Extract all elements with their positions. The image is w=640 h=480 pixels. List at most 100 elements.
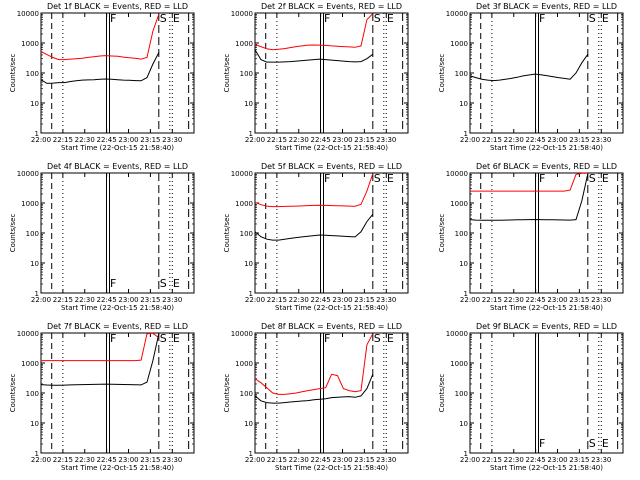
x-axis-label: Start Time (22-Oct-15 21:58:40) (275, 304, 388, 312)
marker-s: S (160, 12, 167, 25)
x-tick-label: 22:45 (97, 136, 117, 144)
plot-frame (469, 332, 624, 454)
y-tick-label: 1000 (235, 40, 253, 48)
x-tick-label: 23:15 (354, 296, 374, 304)
events-series-line (469, 54, 589, 82)
x-tick-label: 22:45 (311, 296, 331, 304)
lld-series-line (40, 14, 160, 61)
x-axis-label: Start Time (22-Oct-15 21:58:40) (61, 144, 174, 152)
panel-det-6: Det 6f BLACK = Events, RED = LLD 1 10 100 10… (438, 162, 624, 312)
y-tick-label: 10000 (17, 330, 39, 338)
x-tick-label: 22:45 (97, 456, 117, 464)
x-axis-label: Start Time (22-Oct-15 21:58:40) (61, 464, 174, 472)
x-tick-label: 22:30 (289, 136, 309, 144)
x-tick-label: 23:30 (591, 136, 611, 144)
marker-f: F (110, 12, 116, 25)
x-tick-label: 22:00 (460, 456, 480, 464)
x-tick-label: 22:00 (460, 136, 480, 144)
marker-f: F (324, 332, 330, 345)
events-series-line (40, 52, 160, 84)
panel-det-7: Det 7f BLACK = Events, RED = LLD 1 10 100 10… (9, 322, 195, 472)
y-axis-label: Counts/sec (438, 54, 446, 93)
y-tick-label: 10000 (231, 10, 253, 18)
y-axis-label: Counts/sec (9, 374, 17, 413)
marker-e: E (602, 12, 609, 25)
y-tick-label: 1 (249, 450, 253, 458)
y-tick-label: 10000 (231, 170, 253, 178)
plot-frame (254, 332, 409, 454)
panel-det-3: Det 3f BLACK = Events, RED = LLD 1 10 100 10… (438, 2, 624, 152)
y-tick-label: 1 (35, 450, 39, 458)
marker-e: E (602, 437, 609, 450)
marker-e: E (173, 12, 180, 25)
x-tick-label: 22:45 (526, 296, 546, 304)
y-tick-label: 10 (244, 100, 253, 108)
y-tick-label: 100 (26, 230, 39, 238)
lld-series-line (254, 173, 374, 208)
x-tick-label: 23:30 (162, 456, 182, 464)
x-tick-label: 23:00 (332, 296, 352, 304)
x-tick-label: 22:30 (504, 296, 524, 304)
x-tick-label: 23:30 (591, 296, 611, 304)
marker-f: F (324, 172, 330, 185)
marker-s: S (160, 332, 167, 345)
y-tick-label: 1 (35, 290, 39, 298)
x-tick-label: 22:30 (504, 136, 524, 144)
events-series-line (40, 333, 160, 386)
y-tick-label: 1 (464, 130, 468, 138)
events-series-line (254, 213, 374, 241)
x-tick-label: 22:30 (75, 136, 95, 144)
x-tick-label: 22:45 (526, 456, 546, 464)
marker-s: S (589, 437, 596, 450)
x-axis-label: Start Time (22-Oct-15 21:58:40) (490, 144, 603, 152)
marker-s: S (374, 12, 381, 25)
x-tick-label: 22:15 (267, 296, 287, 304)
y-tick-label: 10 (459, 260, 468, 268)
y-tick-label: 100 (26, 390, 39, 398)
lld-series-line (254, 13, 374, 51)
x-tick-label: 23:00 (547, 136, 567, 144)
x-tick-label: 23:30 (591, 456, 611, 464)
marker-f: F (110, 332, 116, 345)
x-tick-label: 22:00 (245, 136, 265, 144)
panel-det-8: Det 8f BLACK = Events, RED = LLD 1 10 100 10… (223, 322, 409, 472)
y-tick-label: 10 (244, 420, 253, 428)
y-tick-label: 1000 (235, 200, 253, 208)
y-tick-label: 10000 (17, 170, 39, 178)
x-tick-label: 22:00 (245, 296, 265, 304)
x-tick-label: 23:15 (140, 136, 160, 144)
y-tick-label: 1000 (21, 360, 39, 368)
panel-title: Det 3f BLACK = Events, RED = LLD (476, 2, 617, 11)
plot-frame (40, 172, 195, 294)
x-tick-label: 23:15 (569, 136, 589, 144)
x-tick-label: 22:30 (75, 296, 95, 304)
x-tick-label: 22:15 (53, 456, 73, 464)
x-tick-label: 23:00 (547, 456, 567, 464)
plot-frame (254, 12, 409, 134)
marker-e: E (173, 277, 180, 290)
panel-det-4: Det 4f BLACK = Events, RED = LLD 1 10 100 10… (9, 162, 195, 312)
x-tick-label: 23:30 (162, 136, 182, 144)
panel-det-9: Det 9f BLACK = Events, RED = LLD 1 10 100 10… (438, 322, 624, 472)
marker-s: S (589, 12, 596, 25)
lld-series-line (41, 332, 160, 362)
y-tick-label: 1000 (235, 360, 253, 368)
marker-s: S (374, 332, 381, 345)
plot-frame (469, 12, 624, 134)
x-tick-label: 22:30 (75, 456, 95, 464)
y-tick-label: 1 (249, 290, 253, 298)
marker-f: F (539, 12, 545, 25)
panel-title: Det 4f BLACK = Events, RED = LLD (47, 162, 188, 171)
x-tick-label: 22:00 (31, 136, 51, 144)
x-tick-label: 22:15 (267, 456, 287, 464)
x-axis-label: Start Time (22-Oct-15 21:58:40) (275, 144, 388, 152)
x-tick-label: 23:30 (376, 456, 396, 464)
y-tick-label: 1000 (21, 200, 39, 208)
x-tick-label: 23:00 (332, 456, 352, 464)
marker-e: E (173, 332, 180, 345)
plot-frame (40, 332, 195, 454)
marker-e: E (387, 332, 394, 345)
y-tick-label: 1 (249, 130, 253, 138)
y-tick-label: 10 (30, 420, 39, 428)
x-tick-label: 22:45 (97, 296, 117, 304)
